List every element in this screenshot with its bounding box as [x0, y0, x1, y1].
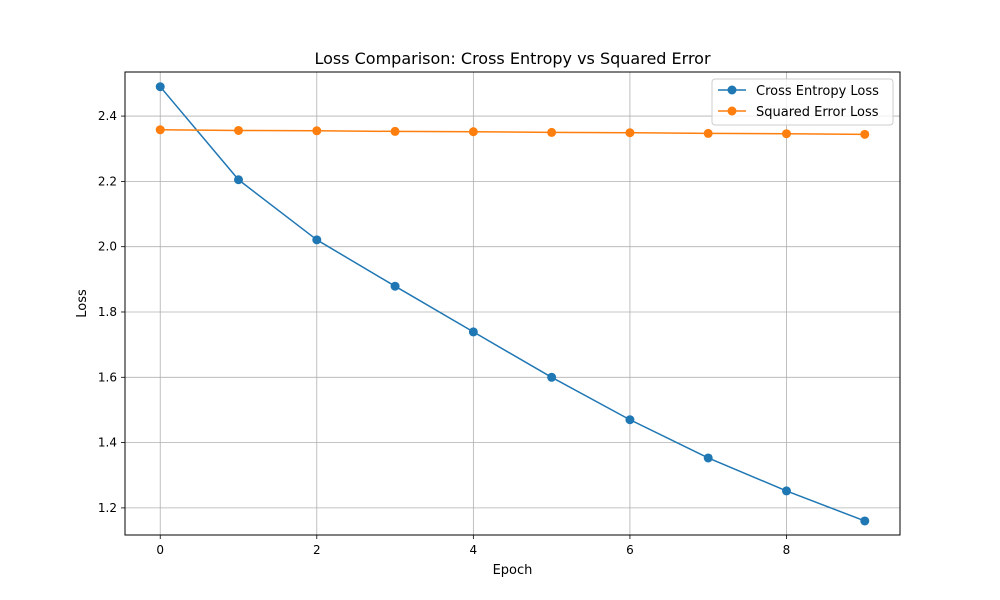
plot-area-frame: [124, 71, 901, 536]
legend: Cross Entropy Loss Squared Error Loss: [711, 78, 894, 126]
data-point-squared-error-loss: [468, 127, 478, 137]
x-tick-label: 4: [470, 543, 478, 557]
chart-title: Loss Comparison: Cross Entropy vs Square…: [314, 49, 711, 68]
legend-label-cross-entropy: Cross Entropy Loss: [756, 84, 879, 99]
grid-lines: [125, 72, 900, 535]
data-point-cross-entropy-loss: [625, 415, 635, 425]
data-point-squared-error-loss: [312, 126, 322, 136]
data-point-squared-error-loss: [155, 125, 165, 135]
y-tick-label: 1.4: [98, 436, 117, 450]
legend-marker-cross-entropy: [727, 85, 737, 95]
x-tick-label: 2: [313, 543, 321, 557]
y-tick-label: 2.4: [98, 109, 117, 123]
data-point-cross-entropy-loss: [468, 327, 478, 337]
legend-box: [711, 78, 894, 126]
data-point-cross-entropy-loss: [703, 453, 713, 463]
data-point-squared-error-loss: [625, 128, 635, 138]
data-point-cross-entropy-loss: [390, 281, 400, 291]
series-line-cross-entropy-loss: [159, 86, 866, 522]
x-axis-label: Epoch: [493, 563, 533, 578]
y-tick-label: 1.6: [98, 370, 117, 384]
data-point-squared-error-loss: [781, 129, 791, 139]
y-tick-label: 1.8: [98, 305, 117, 319]
x-tick-label: 0: [156, 543, 164, 557]
data-point-cross-entropy-loss: [312, 235, 322, 245]
y-tick-label: 2.0: [98, 240, 117, 254]
data-point-squared-error-loss: [860, 129, 870, 139]
legend-marker-squared-error: [727, 106, 737, 116]
legend-label-squared-error: Squared Error Loss: [756, 105, 879, 120]
data-point-squared-error-loss: [234, 125, 244, 135]
data-point-cross-entropy-loss: [781, 486, 791, 496]
y-axis-label: Loss: [75, 289, 90, 318]
data-point-squared-error-loss: [547, 127, 557, 137]
y-tick-label: 1.2: [98, 501, 117, 515]
data-point-cross-entropy-loss: [234, 175, 244, 185]
series-line-squared-error-loss: [160, 129, 865, 136]
y-tick-label: 2.2: [98, 174, 117, 188]
x-tick-label: 8: [783, 543, 791, 557]
data-point-squared-error-loss: [703, 128, 713, 138]
data-point-cross-entropy-loss: [860, 516, 870, 526]
data-point-cross-entropy-loss: [155, 82, 165, 92]
data-point-squared-error-loss: [390, 126, 400, 136]
x-tick-label: 6: [626, 543, 634, 557]
data-point-cross-entropy-loss: [547, 372, 557, 382]
series-layer: [155, 82, 870, 526]
y-axis-ticks: 1.2 1.4 1.6 1.8 2.0 2.2 2.4: [98, 109, 125, 515]
x-axis-ticks: 0 2 4 6 8: [156, 535, 790, 557]
